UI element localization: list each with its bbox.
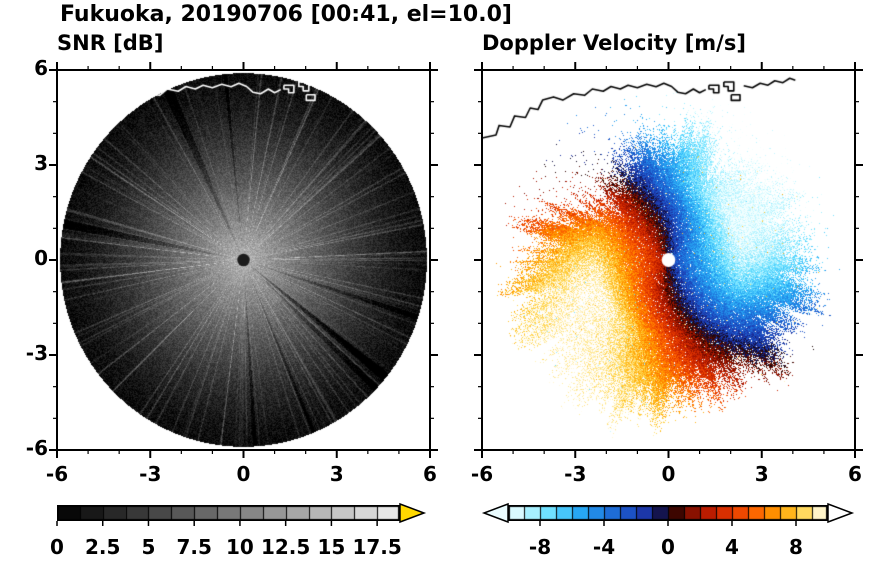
colorbar-tick-label: 0 — [661, 535, 675, 559]
y-axis-tick-label: 3 — [34, 151, 48, 175]
colorbar-tick-label: 15 — [317, 535, 346, 559]
colorbar-tick-label: 4 — [725, 535, 739, 559]
x-axis-tick-label: -3 — [564, 462, 587, 486]
colorbar-tick-label: -4 — [592, 535, 616, 559]
y-axis-tick-label: -6 — [25, 436, 48, 460]
x-axis-tick-label: -3 — [139, 462, 162, 486]
doppler-ppi-plot — [482, 70, 855, 450]
colorbar-tick-label: 12.5 — [260, 535, 311, 559]
colorbar-tick-label: 5 — [141, 535, 156, 559]
snr-panel-title: SNR [dB] — [57, 31, 164, 55]
x-axis-tick-label: 3 — [754, 462, 769, 486]
colorbar-tick-label: 8 — [789, 535, 803, 559]
x-axis-tick-label: 3 — [329, 462, 344, 486]
figure-title: Fukuoka, 20190706 [00:41, el=10.0] — [60, 2, 512, 27]
x-axis-tick-label: 6 — [423, 462, 437, 486]
colorbar-tick-label: 2.5 — [85, 535, 121, 559]
x-axis-tick-label: -6 — [45, 462, 69, 486]
doppler-panel-title: Doppler Velocity [m/s] — [482, 31, 746, 55]
y-axis-tick-label: -3 — [25, 341, 48, 365]
colorbar-tick-label: 17.5 — [352, 535, 402, 559]
y-axis-tick-label: 0 — [34, 246, 48, 270]
snr-colorbar — [57, 505, 400, 521]
doppler-colorbar — [508, 505, 828, 521]
colorbar-tick-label: -8 — [528, 535, 552, 559]
y-axis-tick-label: 6 — [34, 56, 48, 80]
x-axis-tick-label: -6 — [470, 462, 494, 486]
colorbar-tick-label: 7.5 — [176, 535, 212, 559]
x-axis-tick-label: 6 — [848, 462, 862, 486]
x-axis-tick-label: 0 — [236, 462, 251, 486]
colorbar-tick-label: 10 — [226, 535, 254, 559]
snr-ppi-plot — [57, 70, 430, 450]
colorbar-tick-label: 0 — [50, 535, 64, 559]
x-axis-tick-label: 0 — [661, 462, 676, 486]
